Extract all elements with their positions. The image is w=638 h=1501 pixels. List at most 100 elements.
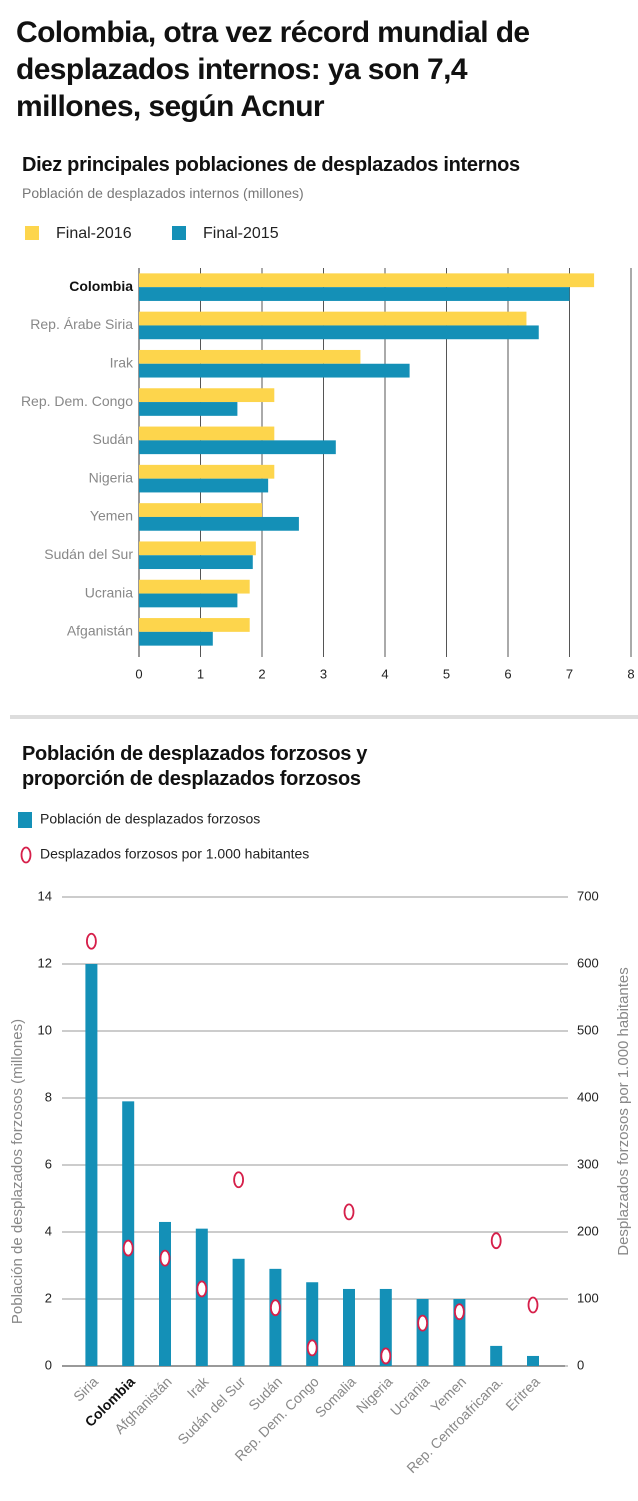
y-tick-label: 14 [38, 888, 52, 903]
bar [139, 349, 361, 364]
x-tick-label: 7 [566, 666, 573, 681]
y-tick-label: 4 [45, 1223, 52, 1238]
y-tick-label: 8 [45, 1089, 52, 1104]
point [159, 1249, 171, 1267]
x-tick-label: 0 [135, 666, 142, 681]
y-axis-label: Población de desplazados forzosos (millo… [9, 1019, 26, 1324]
bar [139, 478, 269, 493]
bar [269, 1268, 282, 1366]
bar [139, 503, 262, 517]
point [490, 1232, 502, 1250]
y-tick-label: Sudán [93, 431, 133, 447]
bar [139, 618, 250, 632]
bar [139, 555, 253, 570]
separator [10, 715, 638, 719]
bar [139, 325, 539, 340]
y-tick-label: Yemen [90, 508, 133, 524]
y2-tick-label: 300 [577, 1156, 599, 1171]
y2-tick-label: 0 [577, 1357, 584, 1372]
point [527, 1296, 539, 1314]
bar [139, 402, 238, 416]
y-tick-label: Rep. Árabe Siria [30, 316, 133, 332]
y-tick-label: 0 [45, 1357, 52, 1372]
legend-swatch [172, 226, 186, 240]
point [122, 1239, 134, 1257]
y-tick-label: Sudán del Sur [44, 546, 133, 562]
y-tick-label: Afganistán [67, 623, 133, 639]
bar [139, 388, 275, 403]
point [380, 1347, 392, 1365]
x-tick-label: 6 [504, 666, 511, 681]
x-tick-label: 2 [258, 666, 265, 681]
x-tick-label: 4 [381, 666, 388, 681]
x-tick-label: Eritrea [502, 1373, 543, 1414]
point [417, 1314, 429, 1332]
x-tick-label: 3 [320, 666, 327, 681]
bar [122, 1101, 135, 1366]
bar [232, 1258, 245, 1366]
x-tick-label: Ucrania [387, 1373, 433, 1419]
y2-axis-label: Desplazados forzosos por 1.000 habitante… [615, 967, 632, 1256]
bar [139, 593, 238, 608]
y2-tick-label: 600 [577, 955, 599, 970]
bar [490, 1345, 503, 1366]
point [453, 1303, 465, 1321]
y-tick-label: Irak [110, 354, 134, 370]
x-tick-label: Sudán del Sur [174, 1373, 248, 1447]
bar [139, 363, 410, 378]
bar [139, 273, 595, 288]
legend-label: Desplazados forzosos por 1.000 habitante… [40, 846, 309, 862]
bar [139, 287, 570, 301]
y-tick-label: 12 [38, 955, 52, 970]
page-title: Colombia, otra vez récord mundial de des… [16, 16, 530, 123]
bar [379, 1288, 392, 1366]
x-tick-label: 8 [627, 666, 634, 681]
legend-label: Final-2016 [56, 225, 132, 242]
bar [139, 541, 256, 556]
y2-tick-label: 700 [577, 888, 599, 903]
y-tick-label: 10 [38, 1022, 52, 1037]
chart-title: Diez principales poblaciones de desplaza… [22, 154, 520, 176]
y-tick-label: Colombia [69, 278, 133, 294]
point [269, 1299, 281, 1317]
chart-subtitle: Población de desplazados internos (millo… [22, 185, 304, 201]
bar [343, 1288, 355, 1366]
x-tick-label: Siria [70, 1373, 101, 1404]
y2-tick-label: 100 [577, 1290, 599, 1305]
point [233, 1171, 245, 1189]
y-tick-label: 2 [45, 1290, 52, 1305]
bar [139, 516, 299, 531]
bar [416, 1299, 429, 1366]
point [86, 932, 97, 950]
point [196, 1280, 208, 1298]
y-tick-label: Nigeria [89, 469, 134, 485]
y2-tick-label: 500 [577, 1022, 599, 1037]
bar [139, 464, 275, 479]
legend-swatch [18, 812, 32, 828]
chart-title: Población de desplazados forzosos y prop… [22, 743, 368, 790]
bar [159, 1221, 171, 1366]
y-tick-label: Ucrania [85, 584, 133, 600]
bar [85, 964, 98, 1366]
x-tick-label: Irak [184, 1373, 213, 1402]
y-tick-label: Rep. Dem. Congo [21, 393, 133, 409]
bar [527, 1355, 539, 1366]
legend-swatch [20, 846, 32, 864]
legend-label: Población de desplazados forzosos [40, 811, 260, 827]
y2-tick-label: 400 [577, 1089, 599, 1104]
bar [139, 440, 336, 455]
point [343, 1203, 355, 1221]
bar [139, 579, 250, 594]
y-tick-label: 6 [45, 1156, 52, 1171]
legend-label: Final-2015 [203, 225, 279, 242]
bar [139, 631, 213, 646]
x-tick-label: Somalia [312, 1373, 359, 1420]
x-tick-label: 1 [197, 666, 204, 681]
legend-swatch [25, 226, 39, 240]
bar [139, 311, 527, 326]
point [306, 1339, 318, 1357]
bar [139, 426, 275, 441]
x-tick-label: 5 [443, 666, 450, 681]
